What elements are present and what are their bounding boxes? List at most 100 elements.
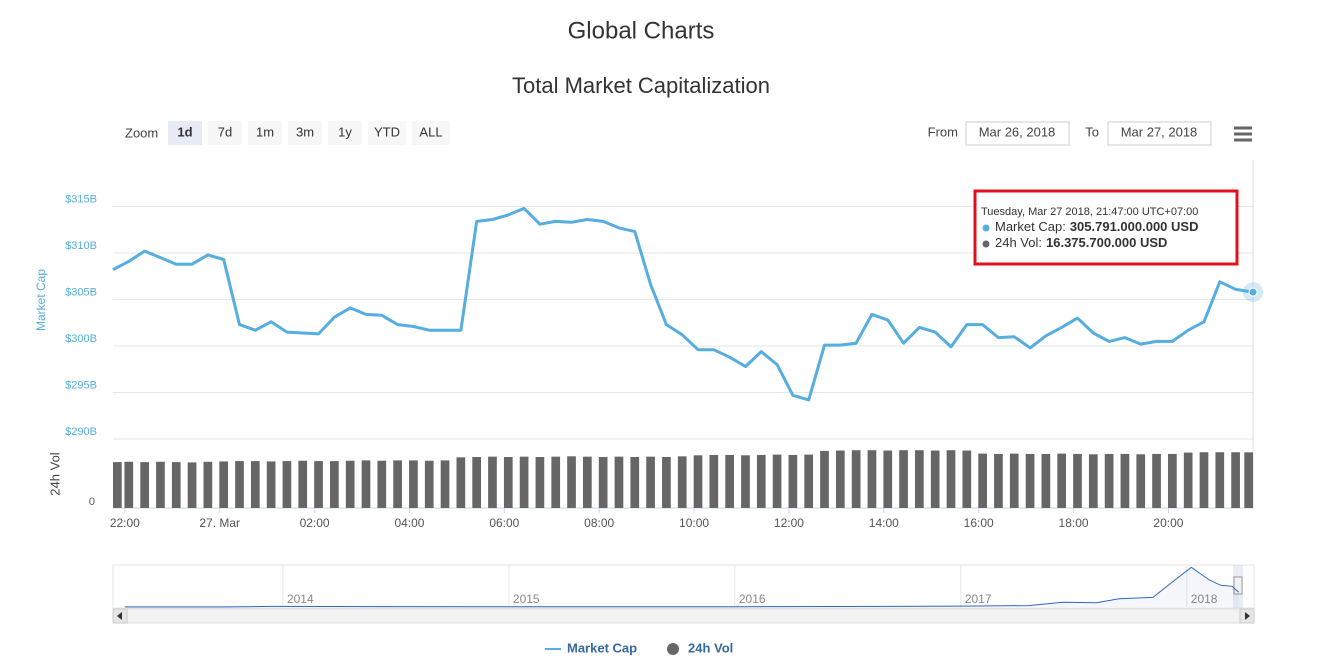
zoom-button[interactable]	[412, 121, 450, 145]
volume-bar	[598, 457, 608, 508]
x-tick-label: 12:00	[774, 516, 804, 530]
navigator-line	[124, 566, 1240, 608]
volume-bar	[772, 454, 782, 508]
volume-bar	[788, 454, 798, 508]
tooltip-item-value: 16.375.700.000 USD	[1046, 235, 1167, 250]
volume-bar	[835, 450, 845, 508]
scrollbar-track[interactable]	[112, 608, 1255, 624]
zoom-button-label[interactable]: 1d	[177, 124, 192, 139]
y2-tick-label: 0	[89, 496, 95, 508]
zoom-button-label[interactable]: ALL	[419, 124, 442, 139]
hover-marker	[1248, 287, 1258, 297]
navigator-handle[interactable]	[1233, 576, 1243, 595]
volume-bar	[235, 461, 244, 508]
volume-bar	[820, 450, 829, 508]
zoom-button[interactable]	[248, 121, 282, 145]
volume-bar	[330, 461, 339, 508]
x-tick-label: 02:00	[300, 516, 330, 530]
y-tick-label: $305B	[65, 286, 97, 298]
volume-bar	[709, 454, 719, 508]
y2-axis-title: 24h Vol	[47, 452, 62, 495]
volume-bar	[519, 456, 529, 508]
to-label: To	[1085, 124, 1099, 139]
navigator-frame	[112, 564, 1255, 609]
tooltip-item: 24h Vol: 16.375.700.000 USD	[995, 235, 1167, 250]
volume-bar	[551, 456, 561, 508]
volume-bar	[1215, 452, 1225, 508]
x-tick-label: 06:00	[489, 516, 519, 530]
volume-bar	[1168, 453, 1177, 508]
volume-bar	[978, 453, 987, 508]
y-axis-title: Market Cap	[34, 269, 48, 331]
x-tick-label: 27. Mar	[199, 516, 240, 530]
legend-symbol[interactable]	[667, 643, 679, 655]
volume-bar	[1152, 453, 1161, 508]
from-date[interactable]: Mar 26, 2018	[979, 124, 1056, 139]
volume-bar	[899, 450, 908, 508]
volume-bar	[171, 462, 181, 508]
volume-bar	[282, 461, 292, 508]
navigator-tick-label: 2017	[965, 592, 992, 606]
scrollbar-arrow	[1245, 612, 1250, 620]
volume-bar	[646, 456, 655, 508]
volume-bar	[614, 456, 624, 508]
volume-bar	[140, 462, 149, 508]
to-date[interactable]: Mar 27, 2018	[1121, 124, 1198, 139]
navigator-tick-label: 2014	[287, 592, 314, 606]
volume-bar	[1120, 453, 1130, 508]
volume-bar	[219, 461, 229, 508]
tooltip-item-label: Market Cap:	[995, 219, 1066, 234]
volume-bar	[1025, 453, 1035, 508]
volume-bar	[867, 450, 877, 508]
zoom-button-label[interactable]: 1m	[256, 124, 274, 139]
navigator-area	[124, 567, 1239, 607]
volume-bar	[883, 450, 893, 508]
volume-bar	[1231, 452, 1240, 508]
volume-bar	[203, 461, 213, 508]
navigator-tick-label: 2016	[739, 592, 766, 606]
x-tick-label: 14:00	[869, 516, 899, 530]
volume-bar	[1136, 454, 1146, 508]
volume-bar	[156, 461, 165, 508]
volume-bar	[946, 450, 956, 508]
volume-bar	[677, 456, 687, 508]
zoom-button[interactable]	[168, 121, 202, 145]
legend-label[interactable]: Market Cap	[567, 640, 637, 655]
scrollbar-arrow	[117, 612, 122, 620]
legend-label[interactable]: 24h Vol	[688, 640, 733, 655]
zoom-button[interactable]	[208, 121, 242, 145]
volume-bar	[1057, 453, 1067, 508]
volume-bar	[377, 460, 387, 508]
volume-bar	[1104, 453, 1114, 508]
volume-bar	[1199, 452, 1209, 508]
x-tick-label: 18:00	[1059, 516, 1089, 530]
zoom-button[interactable]	[368, 121, 406, 145]
volume-bar	[393, 460, 402, 508]
to-input[interactable]	[1107, 121, 1212, 146]
zoom-button-label[interactable]: 3m	[296, 124, 314, 139]
volume-bar	[250, 461, 260, 508]
tooltip-box	[973, 189, 1239, 266]
y-tick-label: $290B	[65, 426, 97, 438]
zoom-button-label[interactable]: 1y	[338, 124, 352, 139]
zoom-button-label[interactable]: 7d	[218, 124, 232, 139]
x-tick-label: 20:00	[1153, 516, 1183, 530]
volume-bar	[741, 455, 750, 508]
volume-bar	[535, 457, 545, 508]
tooltip-dot	[982, 224, 990, 232]
zoom-button[interactable]	[328, 121, 362, 145]
volume-bar	[662, 457, 671, 508]
x-tick-label: 22:00	[110, 516, 140, 530]
y-tick-label: $310B	[65, 240, 97, 252]
x-tick-label: 16:00	[964, 516, 994, 530]
menu-button[interactable]	[1230, 122, 1256, 146]
zoom-button[interactable]	[288, 121, 322, 145]
zoom-button-label[interactable]: YTD	[374, 124, 400, 139]
volume-bar	[1244, 452, 1253, 508]
from-label: From	[928, 124, 958, 139]
navigator-tick-label: 2018	[1191, 592, 1218, 606]
tooltip-item-value: 305.791.000.000 USD	[1070, 219, 1199, 234]
from-input[interactable]	[965, 121, 1070, 146]
